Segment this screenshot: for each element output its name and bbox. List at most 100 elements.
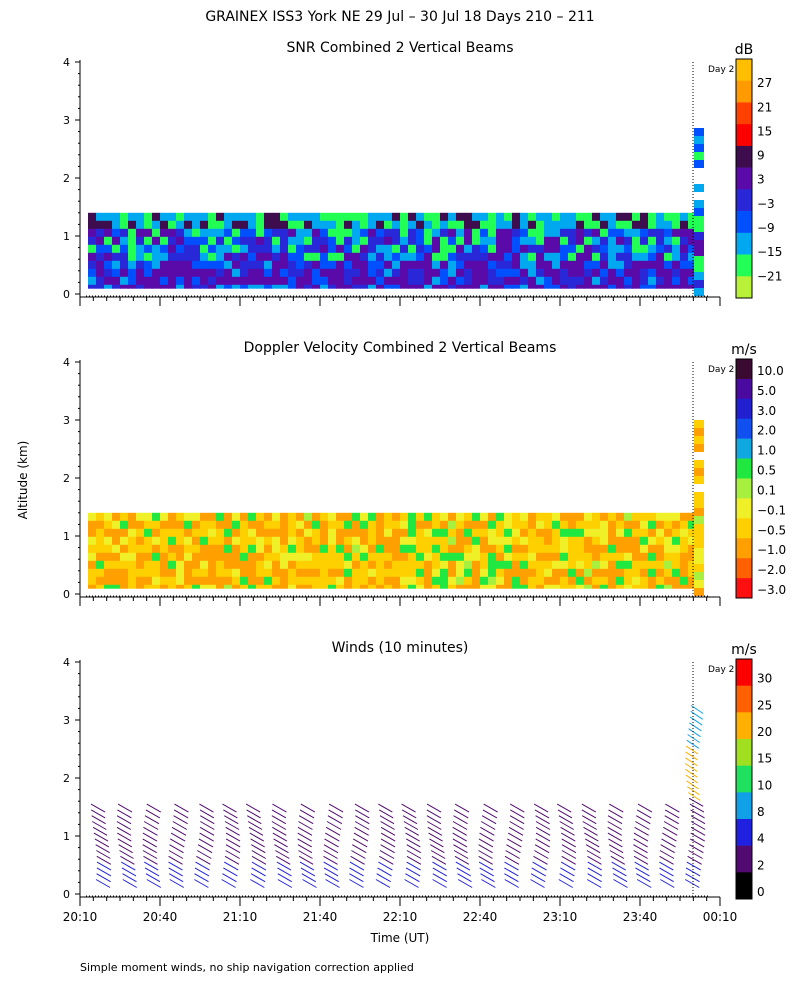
heatmap-cell [96,576,105,586]
heatmap-cell [416,236,425,246]
heatmap-cell [312,568,321,578]
heatmap-cell [336,528,345,538]
heatmap-cell [544,268,553,278]
heatmap-cell [528,560,537,570]
wind-barb [581,809,597,819]
wind-barb [328,809,343,819]
heatmap-cell [672,552,681,562]
wind-barb [585,838,600,848]
heatmap-cell [600,276,609,286]
wind-barb [587,861,603,871]
heatmap-cell [472,584,481,589]
wind-profile [556,803,577,888]
heatmap-cell [320,252,329,262]
heatmap-cell [408,512,417,522]
colorbar-label: 3.0 [757,404,776,418]
heatmap-cell [88,284,97,289]
heatmap-cell [120,284,129,289]
heatmap-cell [272,244,281,254]
wind-profile [168,803,189,888]
heatmap-cell [120,536,129,546]
wind-barb [168,867,183,877]
heatmap-cell [184,544,193,554]
wind-barb [349,861,365,871]
heatmap-cell [208,244,217,254]
heatmap-cell [176,576,185,586]
heatmap-cell [120,220,129,230]
heatmap-cell [280,228,289,238]
wind-barb [659,850,675,859]
wind-barb [584,832,599,842]
heatmap-cell [120,212,129,222]
heatmap-cell [224,220,233,230]
wind-barb [582,821,598,830]
heatmap-cell [472,568,481,578]
heatmap-cell [536,276,545,286]
heatmap-cell [680,236,689,246]
heatmap-cell [320,520,329,530]
heatmap-cell [552,244,561,254]
heatmap-cell [568,252,577,262]
wind-barb [378,861,393,871]
heatmap-cell [568,512,577,522]
heatmap-cell [320,244,329,254]
heatmap-cell [184,268,193,278]
wind-barb [560,826,575,836]
heatmap-cell [344,560,353,570]
heatmap-cell [280,212,289,222]
heatmap-cell [576,584,585,589]
heatmap-cell [568,228,577,238]
heatmap-cell [184,212,193,222]
heatmap-cell [520,536,529,546]
heatmap-cell [656,212,665,222]
heatmap-cell [568,276,577,286]
wind-barb [122,879,138,888]
wind-barb [297,844,313,854]
wind-barb [378,809,394,819]
heatmap-cell [648,568,657,578]
heatmap-cell [320,268,329,278]
heatmap-cell [184,552,193,562]
heatmap-cell [344,212,353,222]
heatmap-cell [136,276,145,286]
heatmap-cell [632,252,641,262]
heatmap-cell [240,584,249,589]
heatmap-cell [552,520,561,530]
wind-barb [143,855,158,865]
heatmap-cell [328,252,337,262]
heatmap-cell [608,284,617,289]
heatmap-cell [456,260,465,270]
wind-barb [92,826,108,836]
wind-barb [690,826,706,836]
heatmap-cell [528,528,537,538]
heatmap-cell [392,212,401,222]
heatmap-cell [480,552,489,562]
colorbar-swatch [736,378,752,400]
colorbar-swatch [736,418,752,439]
heatmap-cell [264,276,273,286]
heatmap-cell [472,520,481,530]
heatmap-cell [536,220,545,230]
heatmap-cell [320,560,329,570]
heatmap-cell [440,228,449,238]
heatmap-cell [528,520,537,530]
heatmap-cell [248,520,257,530]
heatmap-cell [488,276,497,286]
wind-barb [559,873,574,883]
heatmap-cell [592,528,601,538]
heatmap-cell [480,568,489,578]
wind-barb [117,838,133,848]
heatmap-cell [408,276,417,286]
heatmap-cell [512,236,521,246]
heatmap-cell [416,268,425,278]
heatmap-cell [384,220,393,230]
wind-barb [300,803,316,813]
wind-profile [116,803,138,888]
heatmap-cell [608,544,617,554]
heatmap-cell [232,584,241,589]
wind-barb [325,826,341,836]
wind-barb [455,861,471,871]
wind-barb [92,821,107,830]
heatmap-cell [504,584,513,589]
heatmap-cell [296,236,305,246]
